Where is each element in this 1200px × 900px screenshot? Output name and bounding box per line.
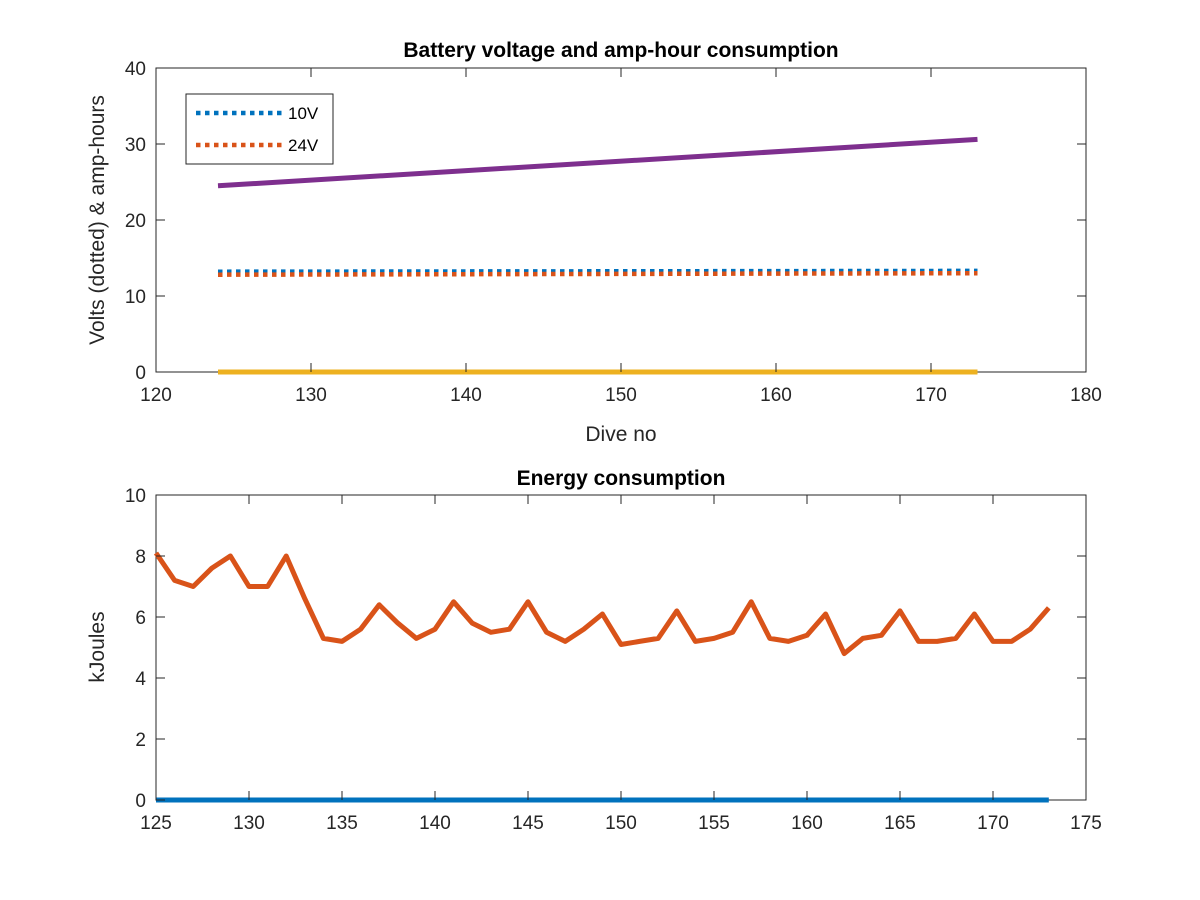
voltage-x-axis-label: Dive no [585, 423, 656, 446]
x-tick-label: 170 [915, 385, 947, 406]
energy-y-ticks: 0 2 4 6 8 10 [125, 486, 1086, 812]
x-tick-label: 150 [605, 385, 637, 406]
y-tick-label: 40 [125, 59, 146, 80]
energy-chart-title: Energy consumption [517, 467, 726, 490]
x-tick-label: 125 [140, 813, 172, 834]
series-line-2 [217, 136, 978, 189]
x-tick-label: 140 [419, 813, 451, 834]
voltage-x-ticks: 120 130 140 150 160 170 180 [140, 68, 1102, 406]
series-line-24v [217, 270, 978, 277]
y-tick-label: 30 [125, 135, 146, 156]
y-tick-label: 2 [135, 730, 146, 751]
y-tick-label: 0 [135, 363, 146, 384]
y-tick-label: 10 [125, 287, 146, 308]
energy-x-ticks: 125 130 135 140 145 150 155 160 165 170 175 [140, 495, 1102, 834]
voltage-y-ticks: 0 10 20 30 40 [125, 59, 1086, 384]
energy-plot-area [155, 494, 1087, 801]
y-tick-label: 10 [125, 486, 146, 507]
x-tick-label: 140 [450, 385, 482, 406]
y-tick-label: 20 [125, 211, 146, 232]
voltage-y-axis-label: Volts (dotted) & amp-hours [86, 95, 109, 345]
y-tick-label: 6 [135, 608, 146, 629]
voltage-chart: 120 130 140 150 160 170 180 0 10 20 30 40 Battery … [86, 39, 1102, 446]
x-tick-label: 120 [140, 385, 172, 406]
x-tick-label: 145 [512, 813, 544, 834]
series-line-0 [153, 551, 1051, 657]
x-tick-label: 155 [698, 813, 730, 834]
series-line-10v [217, 268, 978, 274]
x-tick-label: 175 [1070, 813, 1102, 834]
x-tick-label: 165 [884, 813, 916, 834]
energy-y-axis-label: kJoules [86, 611, 109, 682]
y-tick-label: 8 [135, 547, 146, 568]
energy-chart: 125 130 135 140 145 150 155 160 165 170 175 024681… [86, 467, 1102, 834]
y-tick-label: 4 [135, 669, 146, 690]
voltage-legend: 10V 24V [185, 93, 334, 165]
x-tick-label: 135 [326, 813, 358, 834]
x-tick-label: 150 [605, 813, 637, 834]
x-tick-label: 130 [295, 385, 327, 406]
y-tick-label: 0 [135, 791, 146, 812]
legend-label-24v: 24V [288, 136, 319, 155]
legend-box [185, 93, 334, 165]
legend-label-10v: 10V [288, 104, 319, 123]
voltage-chart-title: Battery voltage and amp-hour consumption [403, 39, 838, 62]
x-tick-label: 160 [760, 385, 792, 406]
x-tick-label: 180 [1070, 385, 1102, 406]
x-tick-label: 170 [977, 813, 1009, 834]
voltage-series-group [217, 136, 978, 375]
x-tick-label: 130 [233, 813, 265, 834]
x-tick-label: 160 [791, 813, 823, 834]
